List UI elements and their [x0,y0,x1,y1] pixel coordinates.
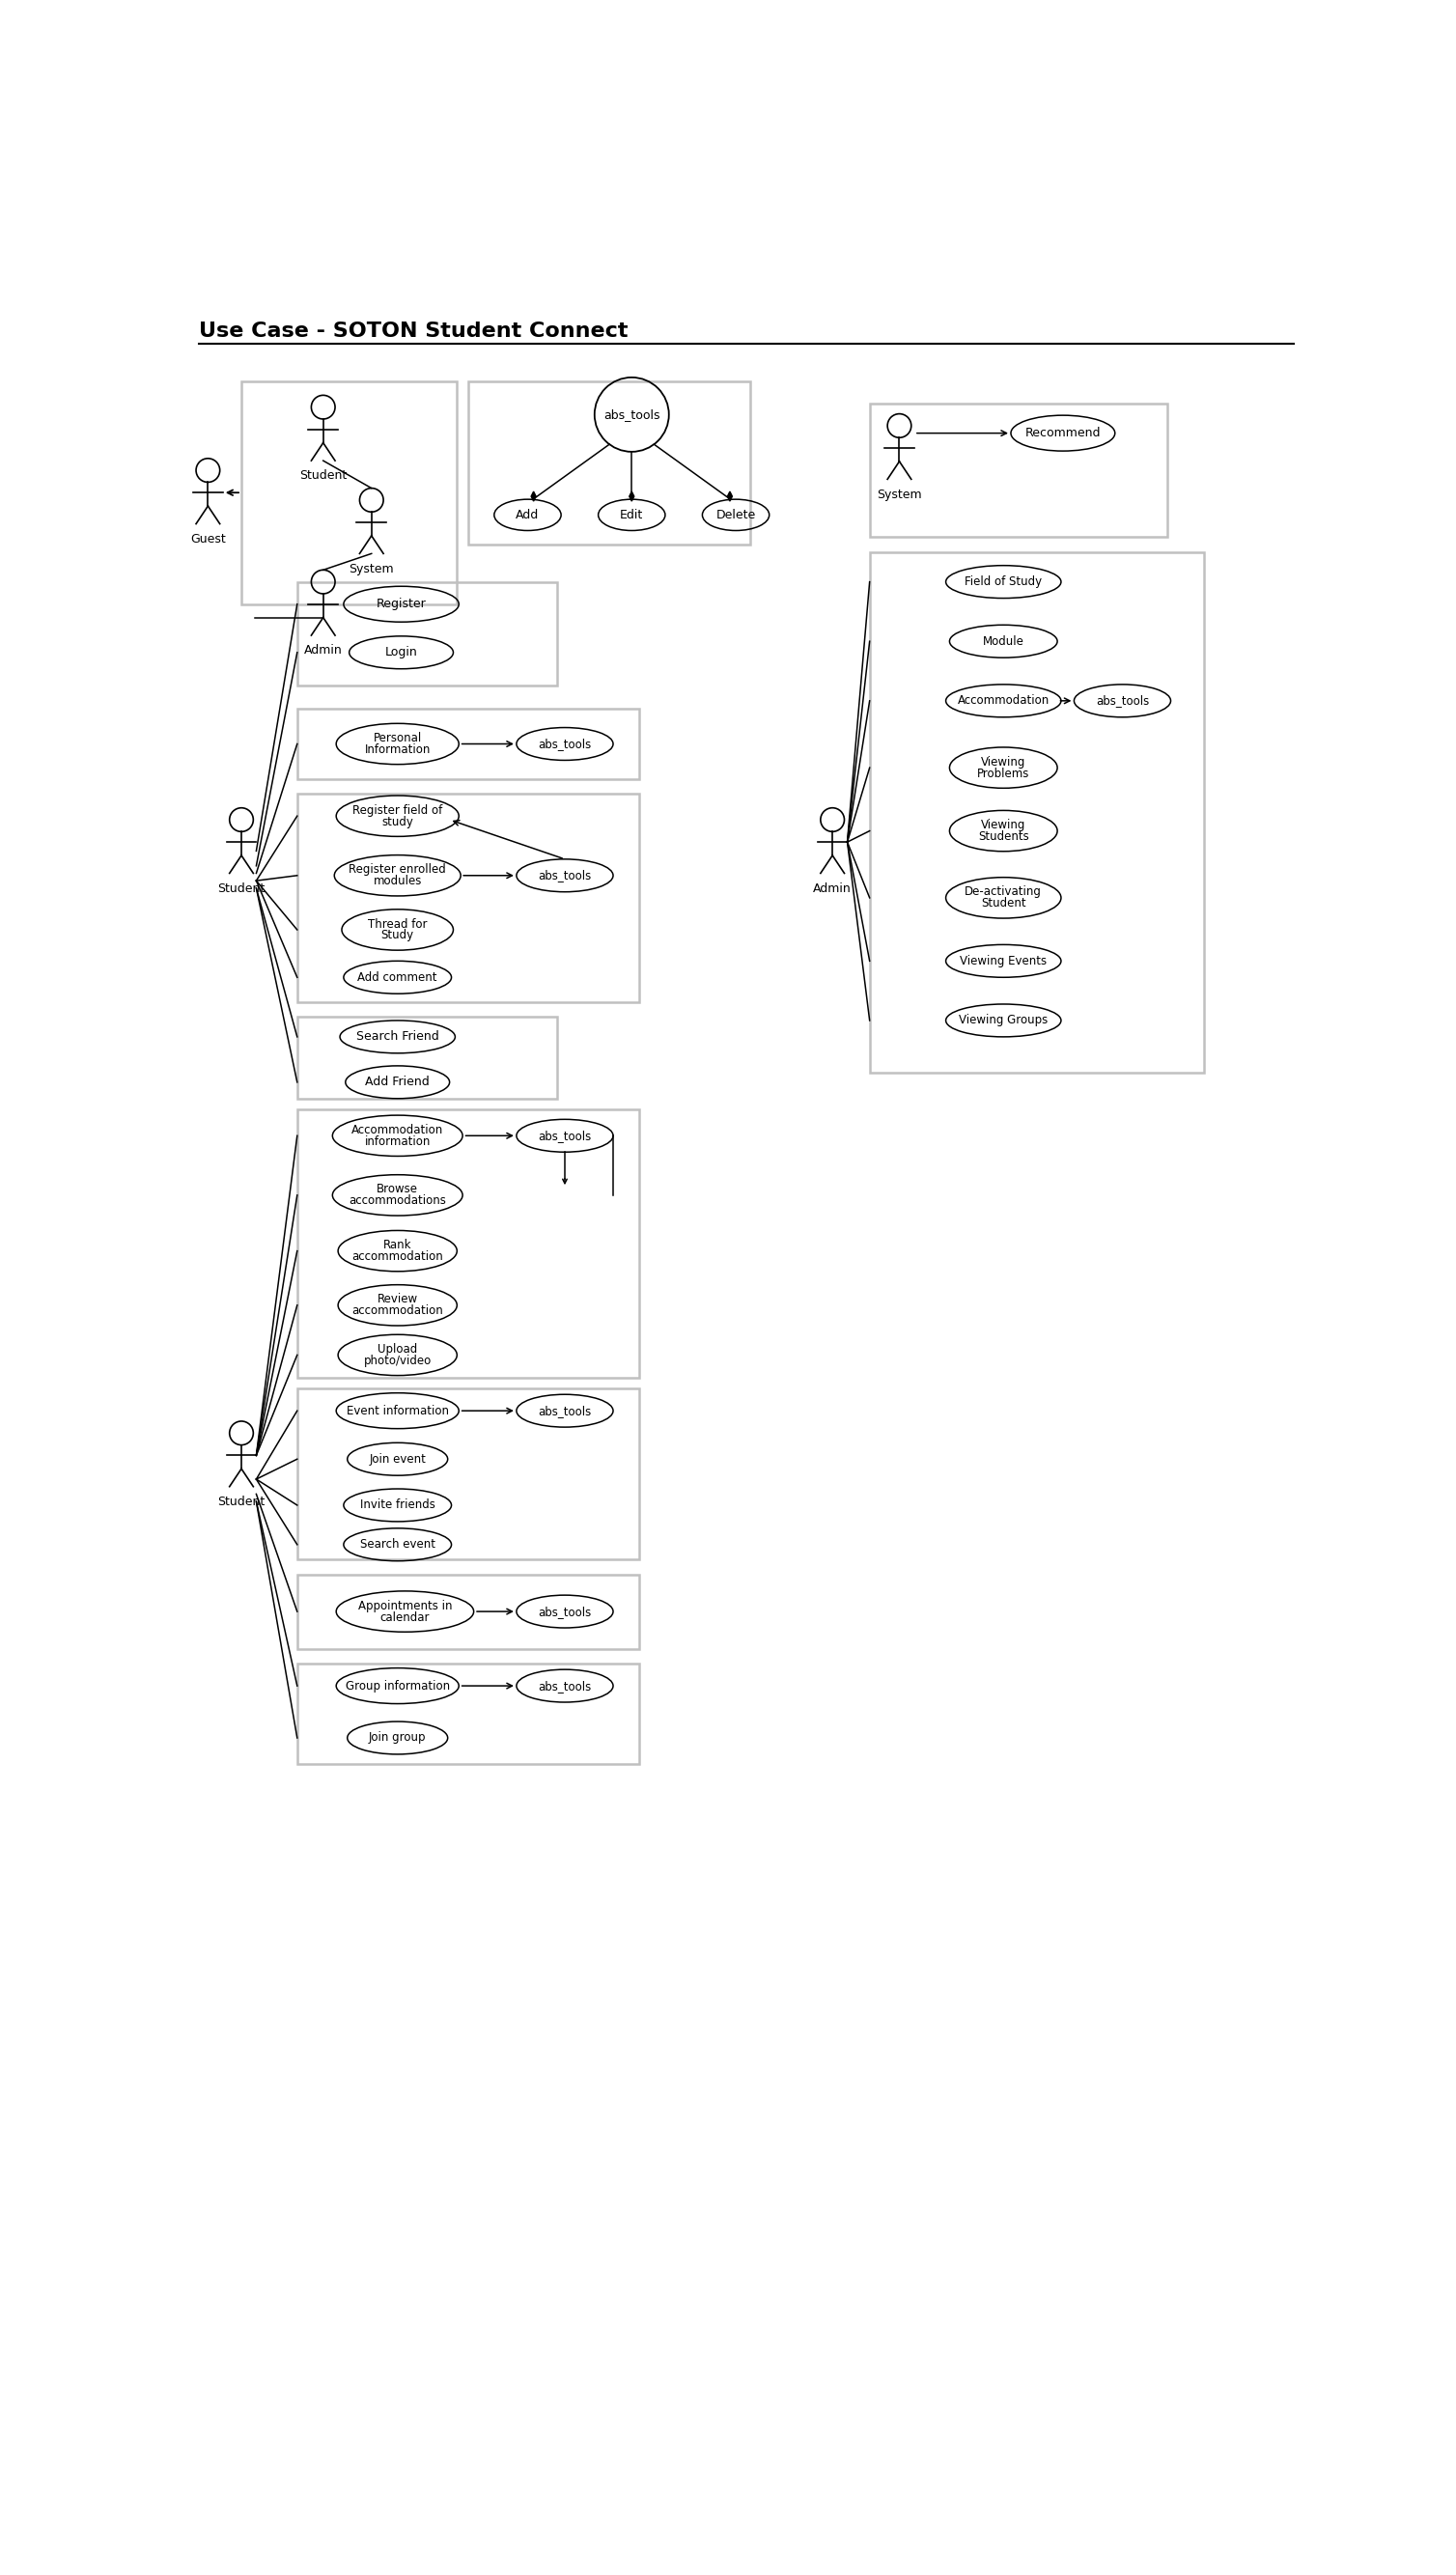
Text: abs_tools: abs_tools [539,1679,591,1692]
Text: Group information: Group information [345,1679,450,1692]
Polygon shape [629,492,635,502]
Text: Problems: Problems [977,767,1029,780]
Text: Upload: Upload [377,1344,418,1354]
Text: abs_tools: abs_tools [539,736,591,749]
Polygon shape [531,492,536,502]
Text: Join event: Join event [370,1452,427,1465]
Text: calendar: calendar [380,1612,430,1625]
Text: Guest: Guest [191,533,226,546]
Text: Edit: Edit [620,510,644,520]
Text: Recommend: Recommend [1025,427,1101,440]
Polygon shape [728,492,732,502]
Text: accommodation: accommodation [352,1251,443,1262]
Text: abs_tools: abs_tools [603,409,660,420]
Text: Invite friends: Invite friends [360,1499,435,1512]
Text: System: System [349,561,395,574]
Text: Register enrolled: Register enrolled [349,863,446,876]
Text: abs_tools: abs_tools [1096,695,1149,708]
Text: Accommodation: Accommodation [351,1123,444,1136]
Text: Student: Student [300,469,347,482]
Text: System: System [877,489,922,500]
Text: Student: Student [217,883,265,894]
Text: accommodations: accommodations [349,1195,446,1208]
Text: Review: Review [377,1293,418,1306]
Text: Field of Study: Field of Study [965,577,1042,587]
Text: Event information: Event information [347,1403,448,1416]
Text: Search event: Search event [360,1537,435,1550]
Text: Admin: Admin [814,883,852,894]
Text: information: information [364,1136,431,1148]
Text: abs_tools: abs_tools [539,870,591,881]
Text: photo/video: photo/video [364,1354,431,1367]
Text: Browse: Browse [377,1182,418,1195]
Text: Module: Module [983,636,1024,646]
Text: Viewing Groups: Viewing Groups [960,1015,1048,1027]
Text: Add: Add [515,510,539,520]
Text: Viewing: Viewing [981,819,1026,832]
Text: Students: Students [978,829,1029,842]
Text: Viewing: Viewing [981,754,1026,767]
Text: Accommodation: Accommodation [958,695,1050,708]
Text: Personal: Personal [373,731,422,744]
Text: Appointments in: Appointments in [358,1599,451,1612]
Text: Use Case - SOTON Student Connect: Use Case - SOTON Student Connect [199,322,628,340]
Text: Delete: Delete [716,510,756,520]
Text: Student: Student [217,1496,265,1509]
Text: Search Friend: Search Friend [357,1030,438,1043]
Text: abs_tools: abs_tools [539,1403,591,1416]
Text: Register: Register [376,597,427,610]
Text: Login: Login [384,646,418,659]
Text: Add comment: Add comment [358,971,437,984]
Text: Information: Information [364,744,431,757]
Text: Admin: Admin [304,644,342,657]
Text: abs_tools: abs_tools [539,1130,591,1141]
Text: Viewing Events: Viewing Events [960,955,1047,968]
Text: De-activating: De-activating [965,886,1042,899]
Text: Register field of: Register field of [352,803,443,816]
Text: accommodation: accommodation [352,1306,443,1318]
Text: study: study [381,816,414,829]
Text: abs_tools: abs_tools [539,1604,591,1617]
Text: modules: modules [373,876,422,888]
Text: Join group: Join group [368,1730,427,1743]
Text: Study: Study [381,930,414,942]
Text: Student: Student [981,896,1026,909]
Text: Thread for: Thread for [368,917,427,930]
Text: Add Friend: Add Friend [365,1076,430,1089]
Text: Rank: Rank [383,1239,412,1251]
